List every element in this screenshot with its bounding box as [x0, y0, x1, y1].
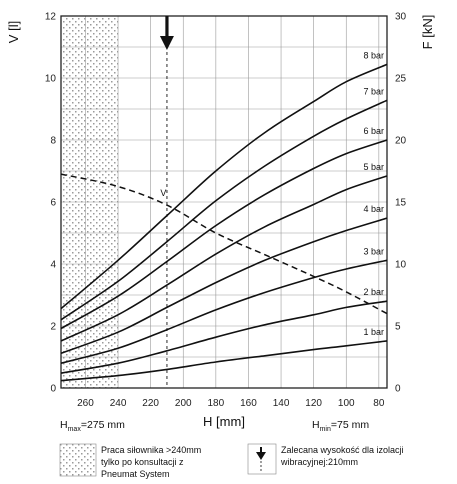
x-tick-label: 180 — [208, 398, 225, 409]
force-curve-label: 3 bar — [363, 246, 384, 256]
right-tick-label: 25 — [395, 74, 407, 85]
right-axis-ticks: 0 5 10 15 20 25 30 — [395, 12, 407, 395]
h-min-sub: min — [320, 426, 331, 433]
right-tick-label: 30 — [395, 12, 407, 23]
legend-arrow-text: Zalecana wysokość dla izolacji wibracyjn… — [280, 445, 406, 467]
force-curve-label: 7 bar — [363, 86, 384, 96]
force-curve-7-bar — [60, 99, 388, 321]
down-arrow-icon — [256, 447, 266, 471]
force-curve-label: 6 bar — [363, 126, 384, 136]
h-min-label: Hmin=75 mm — [312, 419, 369, 433]
left-tick-label: 12 — [45, 12, 57, 23]
left-axis-ticks: 0 2 4 6 8 10 12 — [45, 12, 57, 395]
left-axis-label: V [l] — [6, 21, 21, 43]
force-curve-4-bar — [60, 217, 388, 355]
x-tick-label: 220 — [142, 398, 159, 409]
left-tick-label: 10 — [45, 74, 57, 85]
h-max-sub: max — [68, 426, 82, 433]
x-axis-label: H [mm] — [203, 414, 245, 429]
volume-curve: V — [60, 173, 388, 315]
volume-curve-label: V — [160, 188, 166, 198]
h-max-main: H — [60, 419, 68, 431]
force-curve-label: 1 bar — [363, 327, 384, 337]
force-curve-label: 8 bar — [363, 50, 384, 60]
force-curves — [60, 63, 388, 382]
x-tick-label: 100 — [338, 398, 355, 409]
force-curve-5-bar — [60, 175, 388, 342]
left-tick-label: 0 — [50, 384, 56, 395]
x-tick-label: 80 — [373, 398, 385, 409]
right-tick-label: 0 — [395, 384, 401, 395]
h-min-main: H — [312, 419, 320, 431]
legend: Praca siłownika >240mm tylko po konsulta… — [59, 443, 406, 479]
right-tick-label: 10 — [395, 260, 407, 271]
x-tick-label: 200 — [175, 398, 192, 409]
force-curve-3-bar — [60, 259, 388, 364]
h-max-label: Hmax=275 mm — [60, 419, 125, 433]
x-tick-label: 260 — [77, 398, 94, 409]
x-tick-label: 240 — [110, 398, 127, 409]
right-tick-label: 5 — [395, 322, 401, 333]
left-tick-label: 8 — [50, 136, 56, 147]
right-tick-label: 20 — [395, 136, 407, 147]
right-axis-label: F [kN] — [420, 15, 435, 50]
force-curve-6-bar — [60, 139, 388, 330]
left-tick-label: 4 — [50, 260, 56, 271]
x-tick-label: 160 — [240, 398, 257, 409]
left-tick-label: 6 — [50, 198, 56, 209]
plot-frame — [60, 15, 388, 389]
recommended-height-marker — [159, 16, 174, 388]
legend-hatch-line-2: tylko po konsultacji z — [101, 457, 184, 467]
legend-arrow-line-2: wibracyjnej:210mm — [280, 457, 358, 467]
x-tick-label: 120 — [305, 398, 322, 409]
left-tick-label: 2 — [50, 322, 56, 333]
h-min-rest: =75 mm — [331, 419, 369, 431]
bottom-axis-ticks: 260 240 220 200 180 160 140 120 100 80 — [77, 398, 385, 409]
legend-hatch-line-1: Praca siłownika >240mm — [101, 445, 201, 455]
force-curve-labels: 1 bar 2 bar 3 bar 4 bar 5 bar 6 bar 7 bar 8 bar — [363, 50, 384, 337]
volume-curve-line — [60, 173, 388, 315]
force-curve-label: 4 bar — [363, 204, 384, 214]
h-max-rest: =275 mm — [81, 419, 125, 431]
force-curve-1-bar — [60, 340, 388, 382]
force-curve-8-bar — [60, 63, 388, 310]
x-tick-label: 140 — [273, 398, 290, 409]
force-curve-label: 5 bar — [363, 162, 384, 172]
legend-hatch-line-3: Pneumat System — [101, 469, 170, 479]
force-curve-label: 2 bar — [363, 287, 384, 297]
force-curve-2-bar — [60, 300, 388, 374]
right-tick-label: 15 — [395, 198, 407, 209]
legend-arrow-line-1: Zalecana wysokość dla izolacji — [281, 445, 404, 455]
grid — [61, 16, 387, 388]
legend-hatch-text: Praca siłownika >240mm tylko po konsulta… — [101, 445, 204, 479]
marker-arrow-head — [159, 36, 174, 50]
legend-hatch-swatch — [59, 443, 97, 477]
